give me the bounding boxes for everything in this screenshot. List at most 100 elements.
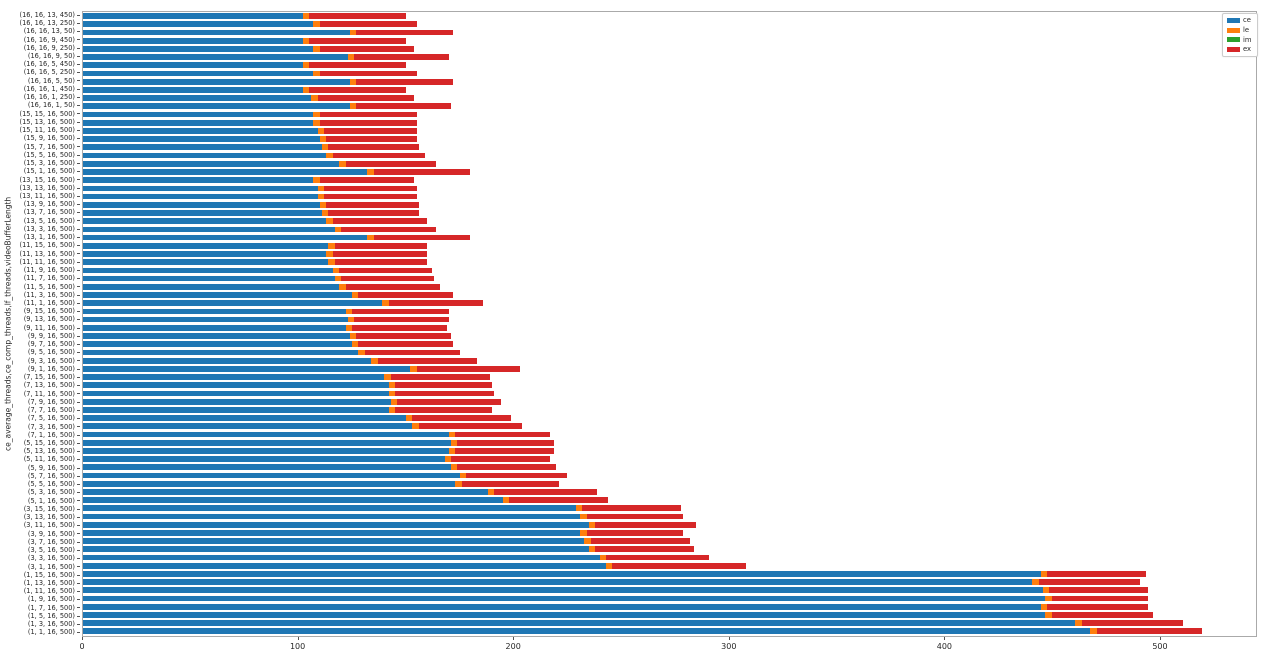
bar-segment-le (326, 152, 333, 159)
bar-segment-ce (83, 562, 606, 569)
bar-segment-ce (83, 456, 445, 462)
bar-segment-ce (83, 136, 320, 143)
bar-segment-ce (83, 497, 503, 503)
bar-row (83, 389, 1256, 397)
bar-segment-ce (83, 390, 389, 397)
bar-segment-le (358, 349, 365, 356)
bar-segment-le (332, 267, 340, 274)
y-tick-label: (13, 1, 16, 500) (0, 234, 80, 241)
bar-segment-ex (352, 324, 447, 331)
y-tick-label: (5, 3, 16, 500) (0, 489, 80, 496)
stacked-bar (83, 46, 1256, 52)
y-tick-label: (3, 7, 16, 500) (0, 539, 80, 546)
x-tick-label: 500 (1152, 642, 1168, 651)
bar-segment-ex (377, 357, 477, 364)
bar-row (83, 463, 1256, 471)
y-tick-label: (3, 15, 16, 500) (0, 506, 80, 513)
bar-segment-le (388, 406, 396, 413)
bar-row (83, 242, 1256, 250)
bar-row (83, 619, 1256, 627)
stacked-bar (83, 111, 1256, 118)
legend-label: ex (1243, 45, 1252, 54)
y-tick-label: (1, 5, 16, 500) (0, 613, 80, 620)
stacked-bar (83, 406, 1256, 413)
y-tick-label: (11, 1, 16, 500) (0, 300, 80, 307)
bar-row (83, 627, 1256, 635)
bar-row (83, 365, 1256, 373)
y-tick-label: (1, 11, 16, 500) (0, 588, 80, 595)
bar-segment-le (347, 316, 355, 323)
bar-segment-ce (83, 226, 335, 233)
stacked-bar (83, 193, 1256, 200)
bar-segment-le (352, 341, 359, 348)
bar-segment-le (1045, 595, 1052, 602)
stacked-bar (83, 201, 1256, 208)
stacked-bar (83, 13, 1256, 19)
bar-segment-le (1040, 603, 1048, 610)
bar-segment-le (334, 226, 342, 233)
bar-segment-ex (354, 316, 449, 323)
bar-segment-ex (373, 234, 471, 241)
bar-segment-le (1090, 628, 1097, 635)
stacked-bar (83, 226, 1256, 233)
bar-segment-ce (83, 210, 322, 216)
legend-label: im (1243, 35, 1252, 44)
bar-segment-ce (83, 242, 329, 249)
stacked-bar (83, 78, 1256, 85)
bar-segment-ex (319, 21, 417, 28)
stacked-bar (83, 382, 1256, 389)
bar-segment-le (349, 78, 357, 85)
stacked-bar (83, 218, 1256, 225)
bar-row (83, 316, 1256, 324)
bar-segment-ex (466, 472, 568, 479)
bar-segment-le (459, 472, 467, 479)
bar-segment-ex (334, 259, 428, 266)
stacked-bar (83, 595, 1256, 602)
stacked-bar (83, 177, 1256, 184)
bar-segment-ex (356, 333, 452, 339)
stacked-bar (83, 242, 1256, 249)
bar-segment-ex (358, 341, 454, 348)
bar-segment-ex (341, 275, 434, 282)
stacked-bar (83, 489, 1256, 495)
bar-row (83, 586, 1256, 594)
stacked-bar (83, 152, 1256, 159)
bar-segment-le (580, 530, 587, 536)
bar-row (83, 471, 1256, 479)
bar-row (83, 480, 1256, 488)
bar-row (83, 69, 1256, 77)
bar-segment-ex (339, 267, 432, 274)
bar-row (83, 209, 1256, 217)
bar-segment-ce (83, 21, 314, 28)
bar-segment-ex (582, 505, 682, 512)
y-tick-label: (16, 16, 9, 50) (0, 53, 80, 60)
y-tick-label: (16, 16, 5, 450) (0, 61, 80, 68)
bar-row (83, 275, 1256, 283)
bar-segment-ex (328, 144, 419, 151)
bar-segment-ce (83, 234, 368, 241)
y-tick-label: (9, 11, 16, 500) (0, 325, 80, 332)
bar-segment-ex (595, 546, 695, 553)
bar-segment-ex (356, 29, 454, 36)
bar-row (83, 398, 1256, 406)
bar-segment-ce (83, 177, 314, 184)
bar-segment-le (588, 546, 596, 553)
legend-label: ce (1243, 16, 1251, 24)
bar-segment-ce (83, 111, 314, 118)
bar-segment-ex (455, 431, 551, 438)
legend-label: le (1243, 25, 1250, 34)
y-tick-label: (13, 7, 16, 500) (0, 209, 80, 216)
bar-segment-le (321, 144, 329, 151)
bar-segment-le (302, 87, 309, 93)
y-tick-label: (16, 16, 1, 50) (0, 102, 80, 109)
bar-row (83, 570, 1256, 578)
bar-segment-ex (358, 292, 454, 298)
x-tick-mark (944, 637, 946, 640)
bar-row (83, 291, 1256, 299)
legend-swatch-ce (1227, 17, 1240, 23)
bar-segment-ex (397, 398, 501, 405)
bar-segment-ce (83, 259, 329, 266)
bar-segment-le (588, 521, 596, 528)
legend-swatch-le (1227, 27, 1240, 33)
bar-segment-ce (83, 54, 348, 60)
